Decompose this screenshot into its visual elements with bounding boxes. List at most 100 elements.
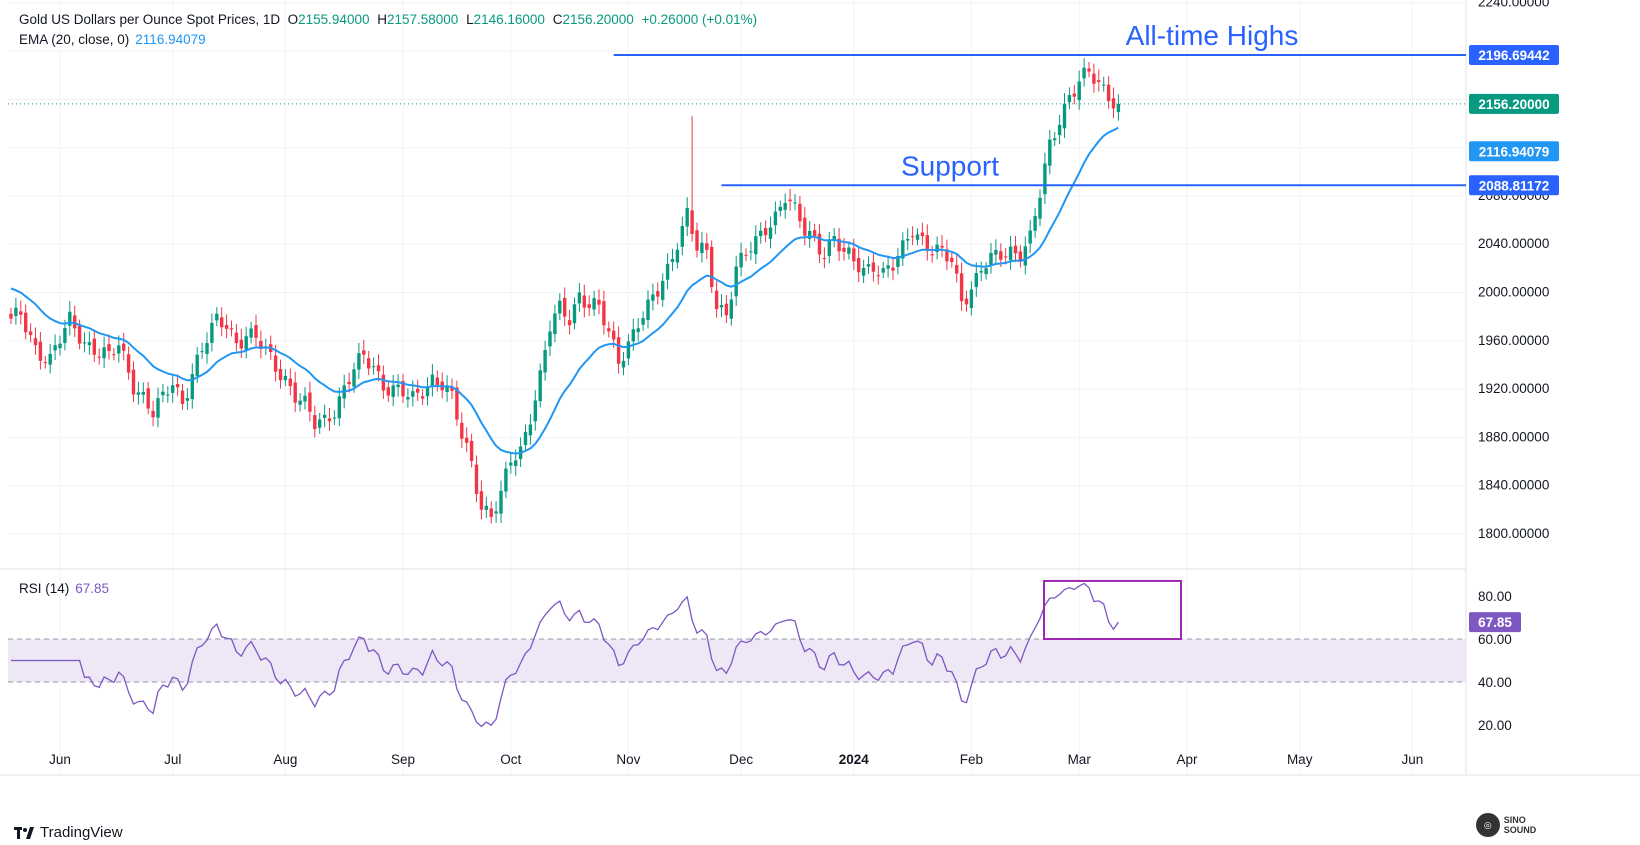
candle-body xyxy=(229,328,234,330)
hline-price-tag[interactable]: 2088.81172 xyxy=(1469,175,1559,196)
candle xyxy=(822,247,827,269)
candle xyxy=(117,335,121,363)
candle xyxy=(87,331,92,355)
tradingview-logo-icon xyxy=(14,826,34,839)
price-tag-bg xyxy=(1469,175,1559,196)
candle xyxy=(234,324,239,351)
candle xyxy=(989,242,993,274)
candle-body xyxy=(915,234,920,240)
candle xyxy=(499,480,503,523)
candle-body xyxy=(891,267,895,271)
time-tick-label: 2024 xyxy=(839,752,870,767)
candle xyxy=(58,335,62,356)
candle-body xyxy=(901,240,905,259)
candle xyxy=(915,228,920,246)
price-tick-label: 1800.00000 xyxy=(1478,526,1549,541)
candle xyxy=(759,222,763,244)
rsi-highlight-box[interactable] xyxy=(1043,579,1182,641)
candle-body xyxy=(87,342,92,346)
candle-body xyxy=(28,331,33,335)
candle-body xyxy=(68,311,72,326)
candle xyxy=(28,323,33,343)
candle-body xyxy=(989,252,993,265)
symbol-title: Gold US Dollars per Ounce Spot Prices, 1… xyxy=(19,12,281,27)
tradingview-brand[interactable]: TradingView xyxy=(14,824,123,841)
open-label: O xyxy=(287,12,299,27)
candle xyxy=(749,241,753,261)
candle xyxy=(910,226,915,246)
candle-body xyxy=(107,344,111,351)
candle xyxy=(930,246,934,263)
candle xyxy=(901,232,905,266)
candle xyxy=(332,410,337,425)
candle xyxy=(371,357,376,375)
candle-body xyxy=(866,264,871,267)
candle xyxy=(396,374,400,397)
candle-body xyxy=(9,313,13,319)
candle-body xyxy=(793,202,797,204)
candle xyxy=(763,220,768,243)
candle-body xyxy=(925,235,929,251)
candle-body xyxy=(1082,67,1086,79)
time-tick-label: Sep xyxy=(391,752,415,767)
candle xyxy=(1106,76,1111,109)
candle-body xyxy=(881,268,885,273)
candle xyxy=(925,224,929,261)
candle xyxy=(303,386,307,410)
candle-body xyxy=(220,317,224,328)
candle xyxy=(896,247,900,275)
candle-body xyxy=(1062,103,1067,129)
candle xyxy=(460,412,464,449)
ema-price-tag[interactable]: 2116.94079 xyxy=(1469,141,1559,162)
hline-price-tag[interactable]: 2196.69442 xyxy=(1469,44,1559,65)
candle-body xyxy=(455,387,459,420)
time-axis[interactable]: Jun Jul Aug Sep Oct Nov Dec 2024 Feb Mar Apr May Jun xyxy=(49,752,1423,767)
candle-body xyxy=(406,397,410,400)
candle xyxy=(136,381,141,405)
candle-body xyxy=(959,273,964,302)
candle xyxy=(680,216,684,256)
candle-body xyxy=(259,340,263,349)
candle-body xyxy=(964,298,969,305)
candle xyxy=(484,496,488,518)
candle xyxy=(224,314,229,339)
candle-body xyxy=(166,394,170,396)
candle xyxy=(298,393,302,412)
rsi-value-tag[interactable]: 67.85 xyxy=(1469,612,1521,633)
candle xyxy=(906,228,910,251)
candle-body xyxy=(886,265,890,269)
candle xyxy=(597,289,601,315)
candle xyxy=(1028,219,1032,254)
candle-body xyxy=(303,395,307,402)
candle xyxy=(180,384,185,410)
price-axis[interactable]: 1800.00000 1840.00000 1880.00000 1920.00000… xyxy=(1469,0,1559,733)
candle-body xyxy=(58,343,62,349)
candle-body xyxy=(391,385,395,397)
candle-body xyxy=(1008,246,1013,261)
candle-body xyxy=(146,388,150,409)
brand-name: TradingView xyxy=(40,824,123,841)
candle-body xyxy=(832,236,836,241)
candle xyxy=(220,307,224,337)
close-value: 2156.20000 xyxy=(562,12,634,27)
ema-legend[interactable]: EMA (20, close, 0) 2116.94079 xyxy=(19,32,206,47)
candle-body xyxy=(288,378,292,387)
ema-value: 2116.94079 xyxy=(135,32,206,47)
candle xyxy=(857,247,861,282)
rsi-legend[interactable]: RSI (14) 67.85 xyxy=(19,581,109,596)
candle xyxy=(1087,61,1091,78)
horizontal-lines[interactable]: All-time Highs Support xyxy=(8,20,1466,187)
candle-body xyxy=(175,384,180,388)
candle-body xyxy=(808,230,812,239)
close-price-tag[interactable]: 2156.20000 xyxy=(1469,93,1559,114)
candle-body xyxy=(876,275,880,277)
candle xyxy=(543,340,547,381)
candle xyxy=(827,231,831,264)
candle-body xyxy=(420,396,425,399)
candle xyxy=(616,326,621,374)
candle xyxy=(420,389,425,405)
candle-body xyxy=(484,505,488,510)
candle xyxy=(73,305,77,338)
candles-layer xyxy=(9,58,1121,524)
